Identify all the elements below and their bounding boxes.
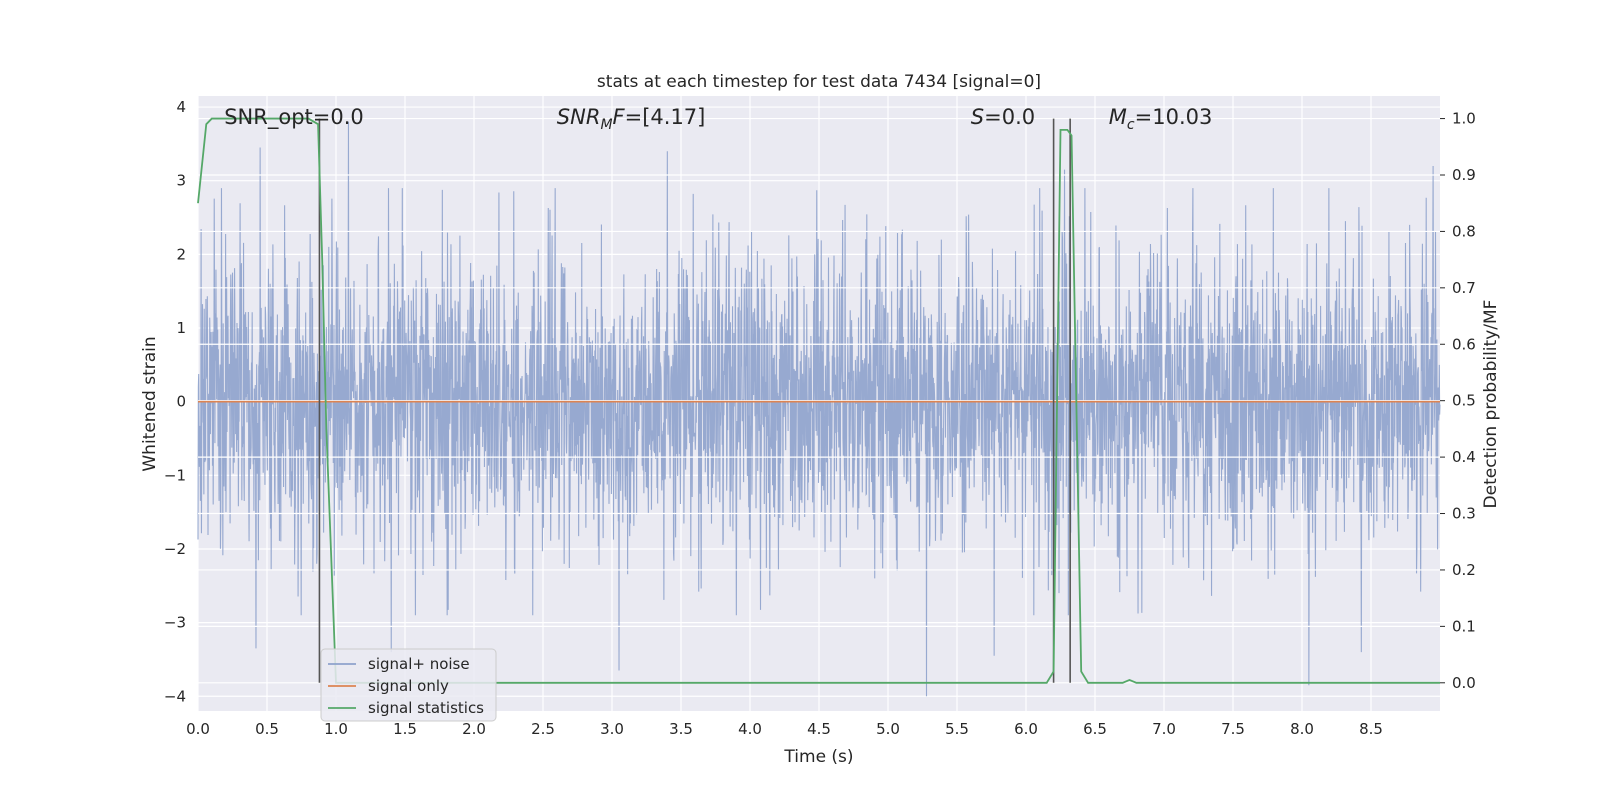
legend: signal+ noise signal only signal statistic…	[320, 648, 497, 722]
y-axis-label-left: Whitened strain	[140, 336, 160, 471]
x-tick-label: 2.0	[462, 720, 486, 738]
legend-label: signal only	[368, 677, 449, 695]
annotation-part: SNR_opt=0.0	[224, 105, 364, 130]
y-tick-label-right: 0.7	[1452, 279, 1476, 297]
y-tick-label-right: 0.6	[1452, 335, 1476, 353]
legend-box	[320, 648, 497, 722]
annotation-part: =0.0	[984, 105, 1035, 129]
stat-layer	[197, 117, 1440, 684]
x-tick-label: 6.0	[1014, 720, 1038, 738]
y-tick-label-right: 0.3	[1452, 505, 1476, 523]
x-tick-label: 7.0	[1152, 720, 1176, 738]
signal-statistics-line	[197, 117, 1440, 684]
annotation-part: M	[1109, 105, 1127, 129]
annotation-part: =10.03	[1135, 105, 1213, 129]
annotation-part: F	[613, 105, 626, 129]
x-axis-label: Time (s)	[783, 747, 853, 767]
y-tick-label-right: 0.4	[1452, 448, 1476, 466]
legend-label: signal+ noise	[368, 655, 470, 673]
x-tick-label: 8.5	[1359, 720, 1383, 738]
y-tick-label-right: 1.0	[1452, 110, 1476, 128]
annotation-part: S	[971, 105, 984, 129]
x-tick-label: 3.0	[600, 720, 624, 738]
y-tick-label-left: −4	[164, 687, 186, 705]
tick-layer: 0.0 0.5 1.0 1.5 2.0 2.5 3.0 3.5 4.0 4.5 5.0 5.5 6.0 6…	[164, 98, 1476, 738]
y-tick-label-left: −3	[164, 614, 186, 632]
y-tick-label-left: 2	[176, 245, 186, 263]
annotation-part: =[4.17]	[625, 105, 706, 129]
y-tick-label-left: 4	[176, 98, 186, 116]
y-tick-label-left: −1	[164, 466, 186, 484]
y-tick-label-right: 0.1	[1452, 617, 1476, 635]
legend-label: signal statistics	[368, 699, 484, 717]
y-tick-label-right: 0.0	[1452, 674, 1476, 692]
y-tick-label-left: −2	[164, 540, 186, 558]
annotation-text: S=0.0	[971, 105, 1035, 129]
x-tick-label: 3.5	[669, 720, 693, 738]
annotation-text: SNRMF=[4.17]	[557, 105, 706, 133]
y-axis-label-right: Detection probability/MF	[1481, 300, 1501, 509]
y-tick-label-left: 3	[176, 172, 186, 190]
y-tick-label-right: 0.9	[1452, 166, 1476, 184]
x-tick-label: 5.5	[945, 720, 969, 738]
x-tick-label: 6.5	[1083, 720, 1107, 738]
x-tick-label: 7.5	[1221, 720, 1245, 738]
x-tick-label: 5.0	[876, 720, 900, 738]
signal-noise-line	[197, 121, 1441, 697]
y-tick-label-right: 0.8	[1452, 222, 1476, 240]
chart-title: stats at each timestep for test data 743…	[597, 72, 1041, 92]
annotation-part: M	[600, 117, 612, 133]
x-tick-label: 0.5	[255, 720, 279, 738]
y-tick-label-left: 0	[176, 393, 186, 411]
x-tick-label: 1.5	[393, 720, 417, 738]
x-tick-label: 8.0	[1290, 720, 1314, 738]
legend-items: signal+ noise signal only signal statistic…	[328, 655, 484, 717]
annotation-part: SNR	[557, 105, 601, 129]
x-tick-label: 4.0	[738, 720, 762, 738]
annotation-text: Mc=10.03	[1109, 105, 1213, 133]
annotation-text: SNR_opt=0.0	[224, 105, 364, 130]
vline-layer	[318, 118, 1071, 683]
y-tick-label-right: 0.5	[1452, 392, 1476, 410]
annotation-part: c	[1127, 117, 1135, 133]
annotation-layer: SNR_opt=0.0 SNRMF=[4.17] S=0.0 Mc=10.03	[224, 105, 1212, 133]
x-tick-label: 2.5	[531, 720, 555, 738]
x-tick-label: 1.0	[324, 720, 348, 738]
y-tick-label-left: 1	[176, 319, 186, 337]
y-tick-label-right: 0.2	[1452, 561, 1476, 579]
x-tick-label: 4.5	[807, 720, 831, 738]
noise-layer	[197, 117, 1441, 697]
x-tick-label: 0.0	[186, 720, 210, 738]
